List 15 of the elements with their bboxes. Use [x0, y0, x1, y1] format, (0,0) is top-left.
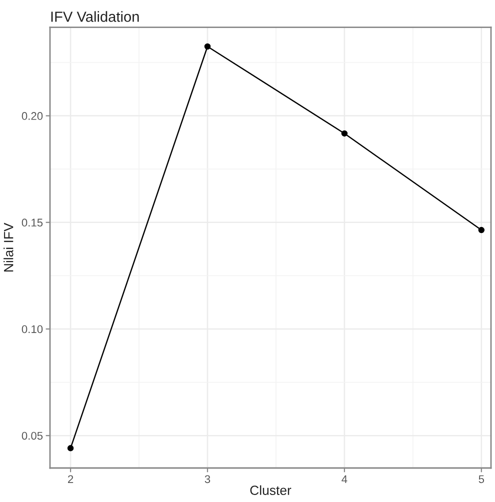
x-axis-title: Cluster — [250, 485, 292, 495]
y-tick-label: 0.10 — [22, 325, 43, 334]
x-tick-label: 3 — [204, 475, 210, 484]
point — [341, 130, 348, 137]
x-tick-label: 5 — [478, 475, 484, 484]
y-axis-title: Nilai IFV — [4, 222, 14, 272]
y-tick-label: 0.05 — [22, 432, 43, 440]
point — [204, 43, 211, 50]
point — [67, 445, 74, 452]
point — [478, 226, 485, 234]
chart-title: IFV Validation — [51, 11, 139, 22]
y-tick-label: 0.20 — [22, 112, 43, 120]
x-tick-label: 4 — [342, 475, 348, 483]
x-tick-label: 2 — [68, 475, 74, 483]
y-tick-label: 0.15 — [22, 218, 43, 227]
